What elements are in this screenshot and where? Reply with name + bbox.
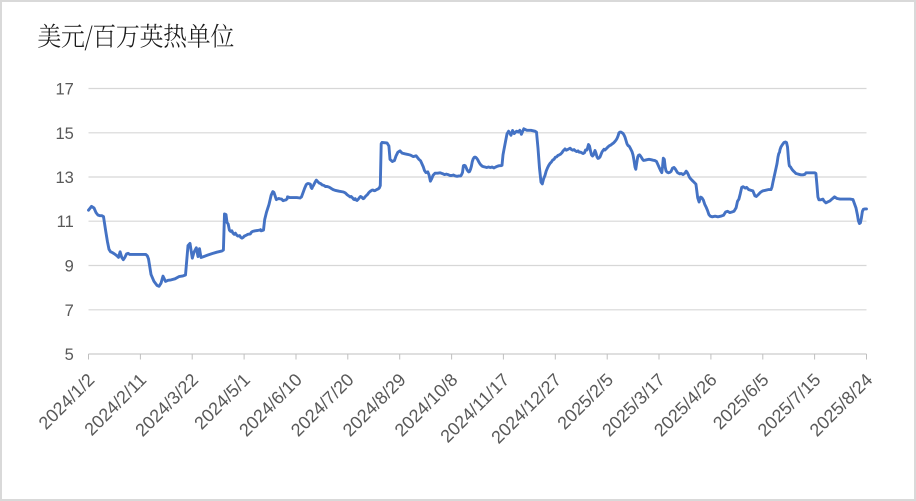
svg-text:9: 9 <box>65 258 74 276</box>
svg-text:15: 15 <box>55 125 73 143</box>
svg-text:17: 17 <box>55 81 73 99</box>
svg-text:7: 7 <box>65 302 74 320</box>
svg-text:13: 13 <box>55 169 73 187</box>
svg-text:11: 11 <box>57 213 74 231</box>
svg-text:5: 5 <box>65 346 74 364</box>
